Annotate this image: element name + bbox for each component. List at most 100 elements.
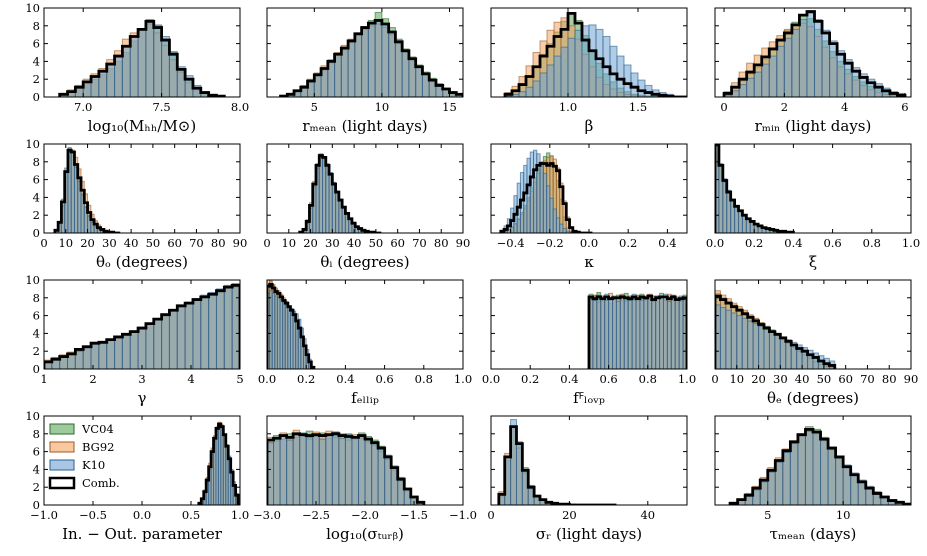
bar-k10 — [797, 435, 806, 505]
x-tick-label: 7.0 — [74, 100, 92, 114]
legend-label: VC04 — [81, 422, 114, 436]
x-tick-label: 0.2 — [745, 236, 763, 250]
bar-k10 — [546, 64, 555, 97]
x-tick-label: 0.0 — [482, 372, 500, 386]
plot-area — [279, 11, 463, 97]
bar-k10 — [381, 23, 390, 97]
x-tick-label: 10 — [836, 508, 851, 522]
x-tick-label: 10 — [375, 100, 390, 114]
combined-step-line — [587, 294, 687, 369]
x-tick-label: 80 — [882, 372, 897, 386]
y-tick-label: 6 — [33, 173, 40, 187]
x-tick-label: −0.2 — [536, 236, 564, 250]
panel-f_flow: 0.0 0.2 0.4 0.6 0.8 1.0 fꟳₗₒᵥₚ — [482, 279, 696, 407]
bar-k10 — [798, 19, 808, 97]
x-tick-label: 10 — [729, 372, 744, 386]
plot-area — [722, 10, 907, 97]
bar-k10 — [374, 19, 383, 97]
x-tick-label: 50 — [146, 236, 161, 250]
bar-k10 — [752, 323, 760, 369]
x-axis-label: σᵣ (light days) — [536, 525, 642, 543]
bar-bg92 — [462, 95, 463, 97]
bar-k10 — [145, 20, 155, 97]
x-tick-label: 40 — [124, 236, 139, 250]
bar-k10 — [761, 63, 770, 97]
x-axis-label: log₁₀(Mₕₕ/M⊙) — [88, 117, 196, 135]
bar-k10 — [674, 298, 680, 369]
x-tick-label: 10 — [58, 236, 73, 250]
combined-step-line — [197, 422, 240, 505]
x-tick-label: 60 — [167, 236, 182, 250]
x-tick-label: 50 — [817, 372, 832, 386]
plot-area — [499, 149, 593, 233]
legend-swatch-comb — [48, 476, 76, 490]
bar-k10 — [719, 307, 727, 369]
x-tick-label: −2.5 — [302, 508, 330, 522]
panel-theta_e: 0 10 20 30 40 50 60 70 80 90 θₑ (degrees) — [711, 279, 919, 407]
bar-k10 — [532, 80, 541, 97]
panel-theta_i: 0 10 20 30 40 50 60 70 80 90 θᵢ (degrees) — [263, 143, 470, 271]
bar-k10 — [106, 339, 116, 369]
legend-label: BG92 — [82, 440, 114, 454]
bar-k10 — [98, 341, 108, 369]
bar-k10 — [318, 438, 327, 505]
y-tick-label: 6 — [33, 309, 40, 323]
bar-k10 — [344, 434, 353, 505]
x-tick-label: 5 — [311, 100, 318, 114]
bar-k10 — [670, 296, 676, 369]
plot-area — [267, 429, 426, 505]
bar-k10 — [776, 45, 785, 97]
x-axis-label: τₘₑₐₙ (days) — [770, 525, 857, 543]
x-tick-label: 1.0 — [454, 372, 472, 386]
bar-k10 — [746, 77, 755, 97]
plot-area — [587, 291, 687, 369]
y-tick-label: 4 — [33, 190, 40, 204]
bar-k10 — [351, 436, 360, 505]
bar-k10 — [651, 299, 657, 369]
x-tick-label: 6 — [901, 100, 908, 114]
x-tick-label: −0.5 — [79, 508, 107, 522]
x-tick-label: 20 — [80, 236, 95, 250]
bar-k10 — [615, 300, 621, 369]
x-tick-label: 0.2 — [297, 372, 315, 386]
combined-step-line — [497, 425, 617, 505]
x-tick-label: 0.4 — [658, 236, 676, 250]
panel-f_ellip: 0.0 0.2 0.4 0.6 0.8 1.0 fₑₗₗᵢₚ — [258, 279, 472, 407]
x-tick-label: 1.5 — [629, 100, 647, 114]
bar-k10 — [623, 297, 629, 369]
x-tick-label: 0 — [711, 372, 718, 386]
bar-k10 — [604, 293, 610, 369]
y-tick-label: 10 — [25, 409, 40, 423]
bar-k10 — [567, 37, 576, 97]
y-tick-label: 2 — [33, 344, 40, 358]
x-tick-label: 0.0 — [258, 372, 276, 386]
bar-k10 — [608, 299, 614, 369]
x-tick-label: −3.0 — [253, 508, 281, 522]
plot-area — [53, 147, 121, 233]
y-tick-label: 10 — [25, 137, 40, 151]
axes-frame — [266, 7, 464, 98]
x-tick-label: 20 — [303, 236, 318, 250]
combined-step-line — [58, 19, 226, 97]
bar-k10 — [462, 95, 463, 97]
panel-xi: 0.0 0.2 0.4 0.6 0.8 1.0 ξ — [706, 143, 920, 271]
x-tick-label: 60 — [838, 372, 853, 386]
x-tick-label: 1.0 — [902, 236, 920, 250]
x-tick-label: 0.0 — [133, 508, 151, 522]
x-tick-label: 40 — [347, 236, 362, 250]
panel-in_out: −1.0 −0.5 0.0 0.5 1.0 0 2 4 6 8 10 In. − Out. param… — [25, 409, 249, 543]
axes-frame — [490, 415, 688, 506]
x-tick-label: 90 — [904, 372, 919, 386]
bar-k10 — [354, 33, 363, 97]
bar-k10 — [631, 293, 637, 369]
y-tick-label: 10 — [25, 273, 40, 287]
x-tick-label: 4 — [187, 372, 194, 386]
plot-area — [197, 421, 240, 505]
y-tick-label: 8 — [33, 19, 40, 33]
bar-k10 — [145, 323, 155, 369]
x-tick-label: 5 — [236, 372, 243, 386]
x-tick-label: 50 — [369, 236, 384, 250]
x-tick-label: 0.2 — [521, 372, 539, 386]
panel-log_mbh: 7.0 7.5 8.0 0 2 4 6 8 10 log₁₀(Mₕₕ/M⊙) — [25, 1, 249, 135]
x-tick-label: 0 — [40, 236, 47, 250]
